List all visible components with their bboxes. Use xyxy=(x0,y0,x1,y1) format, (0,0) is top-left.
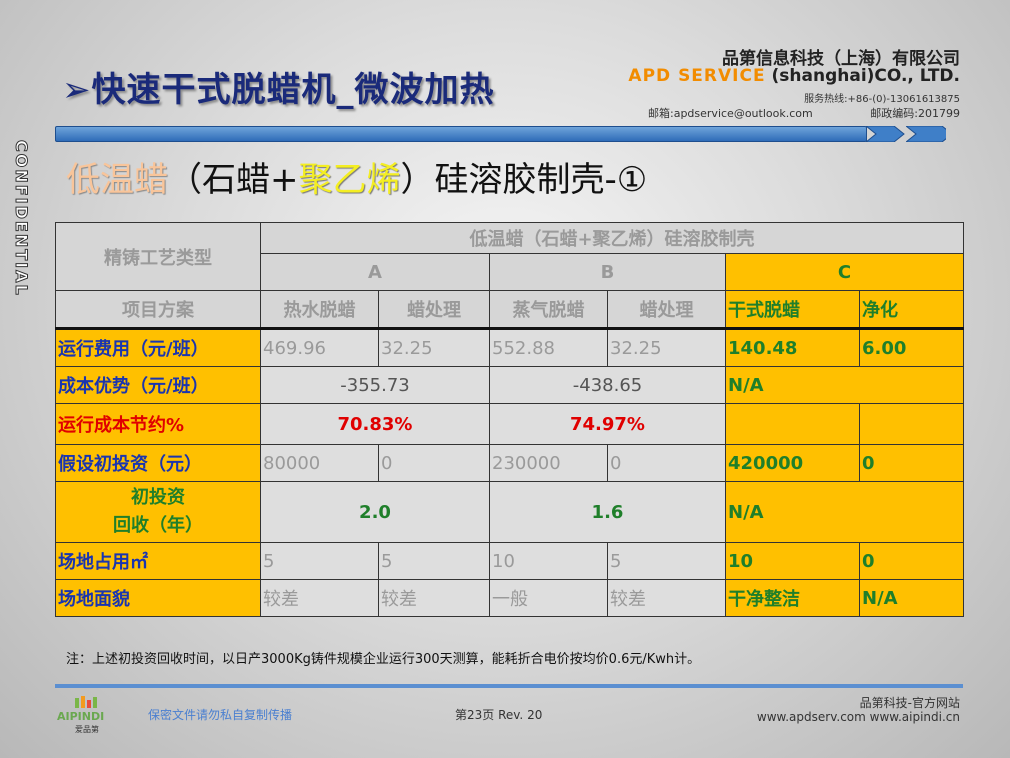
table-cell: 0 xyxy=(607,444,726,482)
table-cell: 0 xyxy=(858,542,965,580)
table-cell: -438.65 xyxy=(489,366,726,404)
svg-text:AIPINDI: AIPINDI xyxy=(57,710,104,723)
subtitle-rest: ）硅溶胶制壳-① xyxy=(400,160,648,200)
footer-divider-bar xyxy=(55,684,963,688)
confidential-warning: 保密文件请勿私自复制传播 xyxy=(148,708,293,722)
table-cell: 干净整洁 xyxy=(725,579,860,617)
col-header: 蜡处理 xyxy=(378,290,490,330)
subtitle-low-temp-wax: 低温蜡 xyxy=(66,160,168,200)
table-cell xyxy=(858,403,965,445)
plan-label: 项目方案 xyxy=(55,290,261,330)
table-row: 场地占用㎡ 5 5 10 5 10 0 xyxy=(55,542,965,580)
table-cell: N/A xyxy=(858,579,965,617)
table-cell: 420000 xyxy=(725,444,860,482)
table-cell: 32.25 xyxy=(378,328,490,367)
slide-title: ➢快速干式脱蜡机_微波加热 xyxy=(62,70,495,110)
group-header-title: 低温蜡（石蜡+聚乙烯）硅溶胶制壳 xyxy=(259,222,965,254)
postal-code: 邮政编码:201799 xyxy=(870,107,960,120)
table-cell: N/A xyxy=(724,366,965,404)
table-cell: 32.25 xyxy=(607,328,726,367)
group-b-header: B xyxy=(489,253,726,291)
company-name-en-rest: (shanghai)CO., LTD. xyxy=(771,66,960,86)
page-number: 第23页 Rev. 20 xyxy=(455,708,543,722)
table-row: 假设初投资（元） 80000 0 230000 0 420000 0 xyxy=(55,444,965,482)
row-label: 成本优势（元/班） xyxy=(55,366,261,404)
table-cell xyxy=(725,403,860,445)
row-label: 假设初投资（元） xyxy=(55,444,261,482)
row-label: 运行费用（元/班） xyxy=(55,328,261,367)
table-row: 场地面貌 较差 较差 一般 较差 干净整洁 N/A xyxy=(55,579,965,617)
table-cell: 10 xyxy=(725,542,860,580)
table-row: 运行成本节约% 70.83% 74.97% xyxy=(55,403,965,445)
company-name-en: APD SERVICE (shanghai)CO., LTD. xyxy=(628,66,960,86)
group-c-header: C xyxy=(724,253,965,291)
group-a-header: A xyxy=(260,253,490,291)
table-cell: 552.88 xyxy=(489,328,608,367)
table-cell: N/A xyxy=(724,481,965,543)
table-cell: 较差 xyxy=(260,579,379,617)
contact-email: 邮箱:apdservice@outlook.com xyxy=(648,107,813,120)
confidential-watermark: CONFIDENTIAL xyxy=(12,140,32,298)
chevron-right-icon xyxy=(866,126,905,142)
table-row: 成本优势（元/班） -355.73 -438.65 N/A xyxy=(55,366,965,404)
col-header: 热水脱蜡 xyxy=(260,290,379,330)
chevron-right-icon xyxy=(906,126,946,142)
row-label: 场地占用㎡ xyxy=(55,542,261,580)
table-cell: 74.97% xyxy=(489,403,726,445)
cost-comparison-table: 精铸工艺类型 低温蜡（石蜡+聚乙烯）硅溶胶制壳 A B C 项目方案 热水脱蜡 … xyxy=(55,222,965,617)
service-hotline: 服务热线:+86-(0)-13061613875 xyxy=(804,94,960,105)
col-header: 干式脱蜡 xyxy=(725,290,860,330)
table-cell: 1.6 xyxy=(489,481,726,543)
table-cell: 70.83% xyxy=(260,403,490,445)
table-cell: 10 xyxy=(489,542,608,580)
table-cell: 140.48 xyxy=(725,328,860,367)
table-cell: 469.96 xyxy=(260,328,379,367)
row-label: 场地面貌 xyxy=(55,579,261,617)
table-cell: 2.0 xyxy=(260,481,490,543)
row-label: 初投资 回收（年） xyxy=(55,481,261,543)
table-cell: -355.73 xyxy=(260,366,490,404)
company-brand: APD SERVICE xyxy=(628,66,766,86)
company-name-cn: 品第信息科技（上海）有限公司 xyxy=(722,49,960,69)
table-cell: 0 xyxy=(378,444,490,482)
website-links[interactable]: www.apdserv.com www.aipindi.cn xyxy=(756,710,960,724)
row-label-line2: 回收（年） xyxy=(113,515,203,536)
table-cell: 0 xyxy=(858,444,965,482)
table-cell: 一般 xyxy=(489,579,608,617)
table-cell: 80000 xyxy=(260,444,379,482)
official-site-label: 品第科技-官方网站 xyxy=(859,696,960,710)
svg-text:爱品第: 爱品第 xyxy=(75,724,99,734)
aipindi-logo: AIPINDI 爱品第 xyxy=(57,696,104,734)
row-label-line1: 初投资 xyxy=(131,487,185,508)
footnote: 注：上述初投资回收时间，以日产3000Kg铸件规模企业运行300天测算，能耗折合… xyxy=(66,652,701,667)
slide-subtitle: 低温蜡（石蜡+聚乙烯）硅溶胶制壳-① xyxy=(66,152,647,201)
table-cell: 6.00 xyxy=(858,328,965,367)
table-cell: 5 xyxy=(607,542,726,580)
table-cell: 较差 xyxy=(607,579,726,617)
table-cell: 5 xyxy=(260,542,379,580)
header-divider-bar xyxy=(55,126,867,142)
table-row: 初投资 回收（年） 2.0 1.6 N/A xyxy=(55,481,965,543)
col-header: 蜡处理 xyxy=(607,290,726,330)
subtitle-paraffin: （石蜡+ xyxy=(168,160,299,200)
table-cell: 5 xyxy=(378,542,490,580)
row-header-process-type: 精铸工艺类型 xyxy=(55,222,261,291)
table-cell: 较差 xyxy=(378,579,490,617)
subtitle-polyethylene: 聚乙烯 xyxy=(298,160,401,200)
col-header: 蒸气脱蜡 xyxy=(489,290,608,330)
row-label: 运行成本节约% xyxy=(55,403,261,445)
table-row: 运行费用（元/班） 469.96 32.25 552.88 32.25 140.… xyxy=(55,328,965,367)
table-cell: 230000 xyxy=(489,444,608,482)
col-header: 净化 xyxy=(858,290,965,330)
